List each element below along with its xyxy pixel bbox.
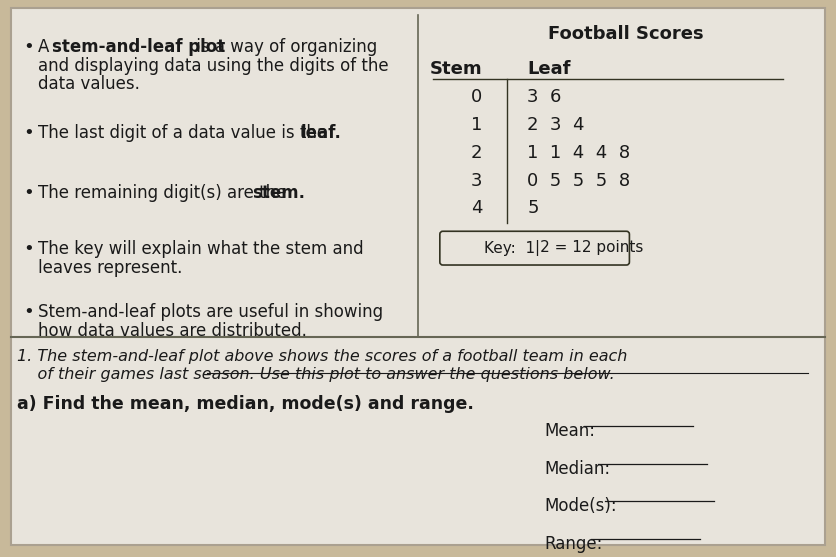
Text: 1  1  4  4  8: 1 1 4 4 8: [528, 144, 630, 162]
Text: Key:  1: Key: 1: [483, 241, 535, 256]
Text: 0: 0: [472, 88, 482, 106]
Text: •: •: [23, 184, 33, 202]
Text: •: •: [23, 303, 33, 321]
Text: 5: 5: [528, 199, 538, 217]
Text: 2: 2: [471, 144, 482, 162]
Text: is a way of organizing: is a way of organizing: [191, 38, 377, 56]
Text: Stem-and-leaf plots are useful in showing: Stem-and-leaf plots are useful in showin…: [38, 303, 383, 321]
Text: The remaining digit(s) are the: The remaining digit(s) are the: [38, 184, 292, 202]
Text: Range:: Range:: [544, 535, 603, 553]
Text: •: •: [23, 38, 33, 56]
Text: Mean:: Mean:: [544, 422, 595, 440]
Text: 3: 3: [471, 172, 482, 189]
Text: 4: 4: [471, 199, 482, 217]
Text: 2  3  4: 2 3 4: [528, 116, 584, 134]
Text: stem.: stem.: [252, 184, 305, 202]
Text: Leaf: Leaf: [528, 60, 571, 77]
Text: 1: 1: [472, 116, 482, 134]
Text: leaves represent.: leaves represent.: [38, 259, 182, 277]
Text: Stem: Stem: [430, 60, 482, 77]
Text: The last digit of a data value is the: The last digit of a data value is the: [38, 124, 332, 142]
Text: Mode(s):: Mode(s):: [544, 497, 617, 515]
Text: a) Find the mean, median, mode(s) and range.: a) Find the mean, median, mode(s) and ra…: [17, 395, 474, 413]
Text: leaf.: leaf.: [300, 124, 341, 142]
Text: how data values are distributed.: how data values are distributed.: [38, 321, 307, 340]
Text: 0  5  5  5  8: 0 5 5 5 8: [528, 172, 630, 189]
Text: of their games last season. Use this plot to answer the questions below.: of their games last season. Use this plo…: [17, 367, 614, 382]
Text: •: •: [23, 124, 33, 142]
Text: The key will explain what the stem and: The key will explain what the stem and: [38, 240, 364, 258]
Text: and displaying data using the digits of the: and displaying data using the digits of …: [38, 57, 389, 75]
FancyBboxPatch shape: [440, 231, 630, 265]
Text: •: •: [23, 240, 33, 258]
Text: Median:: Median:: [544, 460, 610, 477]
Text: data values.: data values.: [38, 75, 140, 94]
Text: |2 = 12 points: |2 = 12 points: [535, 240, 643, 256]
Text: Football Scores: Football Scores: [548, 25, 703, 43]
Text: stem-and-leaf plot: stem-and-leaf plot: [52, 38, 225, 56]
Text: 3  6: 3 6: [528, 88, 562, 106]
Text: A: A: [38, 38, 54, 56]
Text: 1. The stem-and-leaf plot above shows the scores of a football team in each: 1. The stem-and-leaf plot above shows th…: [17, 349, 627, 364]
